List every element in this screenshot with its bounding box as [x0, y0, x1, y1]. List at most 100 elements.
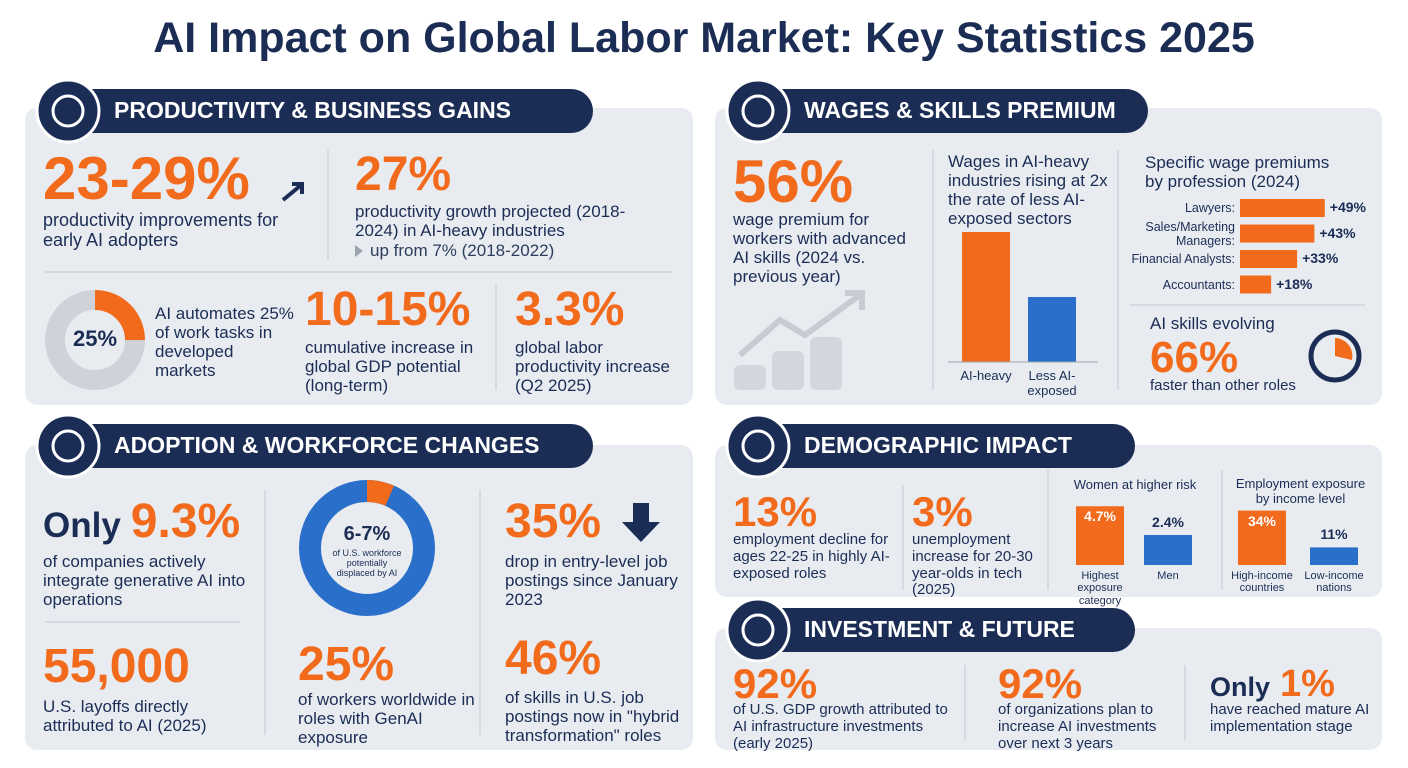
stat-value: 35%: [505, 495, 601, 549]
stat-value: 25%: [298, 638, 394, 692]
stat-value: 92%: [733, 660, 817, 707]
header-icon: [35, 78, 101, 144]
stat-text: U.S. layoffs directly attributed to AI (…: [43, 697, 207, 736]
note-marker: [355, 245, 363, 257]
stat-number: 10-15%: [305, 283, 471, 336]
section-heading: WAGES & SKILLS PREMIUM: [804, 97, 1116, 123]
value-label: 2.4%: [1152, 514, 1184, 530]
stat-value: Only 1%: [1210, 663, 1335, 706]
stat-value: 55,000: [43, 640, 190, 694]
value-label: +49%: [1329, 199, 1366, 215]
bar-label: Low-income nations: [1304, 570, 1364, 595]
donut-text: of U.S. workforce potentially displaced …: [332, 548, 402, 579]
stat-number: 25%: [298, 638, 395, 691]
bar: [1240, 224, 1315, 243]
header-icon-ring: [741, 429, 775, 463]
skills-lead: AI skills evolving: [1150, 314, 1275, 333]
header-pill: [68, 89, 593, 133]
donut-label: 6-7%: [343, 523, 391, 545]
stat-number: 23-29%: [43, 145, 250, 212]
value-label: 34%: [1247, 512, 1277, 529]
stat-number: 35%: [505, 495, 602, 548]
bar-label: Lawyers:: [1184, 201, 1235, 215]
header-icon: [35, 413, 101, 479]
bar-label: Sales/Marketing Managers:: [1145, 219, 1235, 248]
header-icon-ring: [741, 94, 775, 128]
stat-value: 66%: [1150, 333, 1239, 382]
bar: [1310, 547, 1358, 565]
stat-number: 3%: [912, 488, 973, 535]
stat-text: drop in entry-level job postings since J…: [505, 552, 678, 610]
header-icon-ring: [741, 613, 775, 647]
stat-text: of organizations plan to increase AI inv…: [998, 701, 1157, 752]
header-icon: [725, 413, 791, 479]
header-pill: [758, 89, 1148, 133]
value-label: +18%: [1276, 275, 1313, 292]
up-arrow-icon: [281, 182, 304, 202]
stat-text: productivity growth projected (2018-2024…: [355, 202, 626, 241]
stat-number: 1%: [1280, 663, 1335, 705]
donut-slice: [299, 480, 435, 616]
stat-text: global labor productivity increase (Q2 2…: [515, 338, 670, 396]
bar: [1240, 199, 1325, 217]
stat-value: 27%: [355, 148, 451, 202]
stat-number: 46%: [505, 632, 602, 685]
stat-text: employment decline for ages 22-25 in hig…: [733, 531, 890, 582]
bar-label: Financial Analysts:: [1131, 252, 1235, 266]
bar: [1240, 250, 1298, 268]
stat-value: 92%: [998, 660, 1082, 707]
stat-prefix: Only: [43, 506, 121, 545]
stat-number: 92%: [998, 660, 1083, 707]
donut-text: AI automates 25% of work tasks in develo…: [155, 304, 294, 381]
stat-value: 23-29%: [43, 145, 250, 212]
stat-value: 3%: [912, 488, 973, 535]
bar-label: Less AI-exposed: [1027, 368, 1077, 398]
donut-slice: [45, 290, 145, 390]
stat-text: of workers worldwide in roles with GenAI…: [298, 690, 475, 748]
value-label: 4.7%: [1084, 508, 1116, 525]
stat-value: Only 9.3%: [43, 495, 240, 549]
bar-label: Men: [1157, 570, 1179, 582]
section-heading: ADOPTION & WORKFORCE CHANGES: [114, 432, 540, 458]
section-heading: PRODUCTIVITY & BUSINESS GAINS: [114, 97, 512, 123]
stopwatch-icon: [1308, 329, 1362, 383]
bar: [962, 232, 1010, 362]
chart-title: Specific wage premiums by profession (20…: [1145, 153, 1330, 192]
chart-title: Employment exposure by income level: [1235, 476, 1366, 506]
value-label: +43%: [1319, 224, 1356, 241]
stat-number: 3.3%: [515, 283, 625, 336]
panel: [715, 628, 1382, 750]
header-icon: [725, 78, 791, 144]
stat-number: 56%: [733, 148, 854, 215]
header-pill: [758, 424, 1135, 468]
coin-stack-icon: [734, 365, 766, 390]
coin-stack-icon: [772, 351, 804, 390]
stat-text: of U.S. GDP growth attributed to AI infr…: [733, 701, 948, 752]
bar-label: Highest exposure category: [1077, 570, 1123, 607]
bar: [1076, 506, 1124, 565]
stat-value: 10-15%: [305, 283, 470, 337]
header-pill: [68, 424, 593, 468]
stat-text: cumulative increase in global GDP potent…: [305, 338, 474, 396]
section-heading: INVESTMENT & FUTURE: [804, 616, 1075, 642]
bar-label: High-income countries: [1231, 570, 1293, 595]
header-icon-ring: [51, 94, 85, 128]
stat-text: wage premium for workers with advanced A…: [733, 210, 906, 287]
stat-text: productivity improvements for early AI a…: [43, 210, 279, 251]
stat-text: unemployment increase for 20-30 year-old…: [912, 531, 1033, 599]
trend-icon: [738, 290, 865, 358]
header-icon: [725, 597, 791, 663]
section-heading: DEMOGRAPHIC IMPACT: [804, 432, 1072, 458]
bar: [1240, 275, 1272, 294]
bar-label: AI-heavy: [960, 368, 1012, 383]
stat-value: 56%: [733, 148, 853, 215]
value-label: +33%: [1302, 250, 1339, 266]
bar-label: Accountants:: [1162, 277, 1235, 292]
down-arrow-icon: [622, 503, 660, 542]
stat-text: of companies actively integrate generati…: [43, 552, 246, 610]
stat-text: faster than other roles: [1150, 377, 1296, 394]
header-icon-ring: [51, 429, 85, 463]
chart-title: Women at higher risk: [1073, 477, 1197, 492]
stat-number: 13%: [733, 488, 818, 535]
